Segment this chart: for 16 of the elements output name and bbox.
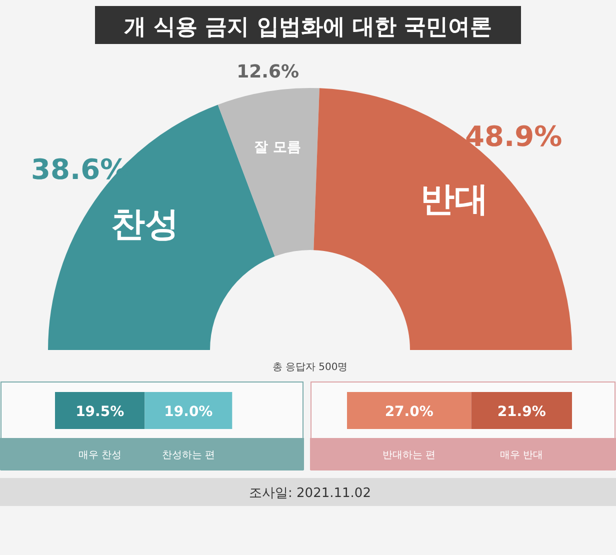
- text: 매우 반대: [500, 450, 544, 461]
- text: 찬성하는 편: [162, 450, 216, 461]
- data-label: 27.0%: [384, 404, 434, 420]
- text: 총 응답자 500명: [272, 362, 348, 373]
- data-label: 48.9%: [465, 120, 562, 154]
- slice-label: 찬성: [110, 204, 179, 245]
- data-label: 19.5%: [76, 404, 124, 420]
- slice-label: 반대: [420, 179, 489, 220]
- slice-label: 잘 모름: [254, 140, 302, 156]
- chart-title: 개 식용 금지 입법화에 대한 국민여론: [124, 15, 492, 40]
- data-label: 21.9%: [497, 404, 546, 420]
- data-label: 19.0%: [164, 404, 213, 420]
- text: 반대하는 편: [382, 450, 436, 461]
- text: 조사일: 2021.11.02: [249, 486, 371, 501]
- data-label: 12.6%: [236, 61, 300, 82]
- text: 매우 찬성: [78, 450, 122, 461]
